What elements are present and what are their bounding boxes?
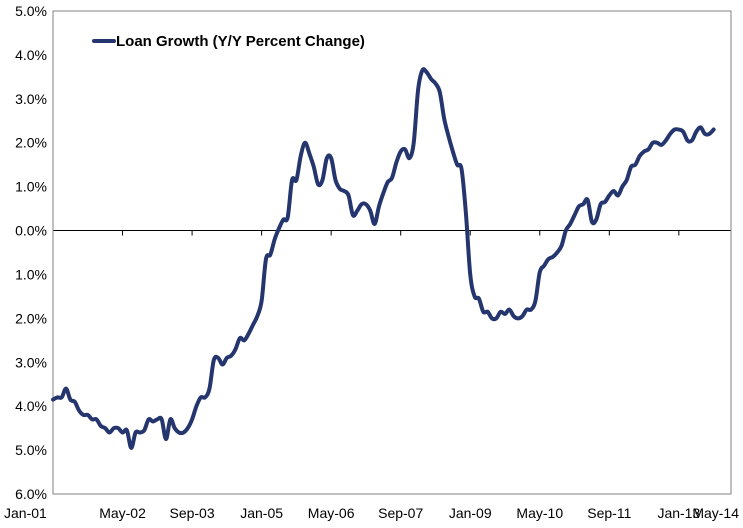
y-tick-label: 0.0% xyxy=(15,223,47,239)
x-tick-label: May-14 xyxy=(692,505,739,521)
legend: Loan Growth (Y/Y Percent Change) xyxy=(92,33,365,50)
legend-label: Loan Growth (Y/Y Percent Change) xyxy=(116,33,365,50)
y-tick-label: 2.0% xyxy=(15,310,47,326)
x-tick-label: Sep-03 xyxy=(169,505,214,521)
y-tick-label: 5.0% xyxy=(15,442,47,458)
x-tick-label: Jan-05 xyxy=(240,505,283,521)
y-tick-label: 3.0% xyxy=(15,354,47,370)
y-tick-label: 4.0% xyxy=(15,398,47,414)
x-tick-label: Jan-01 xyxy=(4,505,47,521)
x-tick-label: Sep-11 xyxy=(587,505,631,521)
y-tick-label: 4.0% xyxy=(15,47,47,63)
y-tick-label: 1.0% xyxy=(15,266,47,282)
y-tick-label: 6.0% xyxy=(15,486,47,502)
y-tick-label: 5.0% xyxy=(15,3,47,19)
x-tick-label: May-06 xyxy=(308,505,355,521)
x-axis-tick-marks xyxy=(52,230,680,236)
y-tick-label: 1.0% xyxy=(15,179,47,195)
x-axis-tick-labels: Jan-01 May-02 Sep-03 Jan-05 May-06 Sep-07 Jan-… xyxy=(4,505,739,521)
x-tick-label: Jan-13 xyxy=(657,505,700,521)
x-tick-label: Sep-07 xyxy=(378,505,423,521)
plot-area-frame xyxy=(52,10,732,495)
x-tick-label: May-02 xyxy=(99,505,146,521)
loan-growth-line xyxy=(51,67,716,450)
y-axis-tick-labels: 5.0% 4.0% 3.0% 2.0% 1.0% 0.0% 1.0% 2.0% 3.0% 4.0%… xyxy=(15,3,47,502)
x-tick-label: May-10 xyxy=(516,505,563,521)
y-tick-label: 3.0% xyxy=(15,91,47,107)
x-tick-label: Jan-09 xyxy=(449,505,492,521)
y-tick-label: 2.0% xyxy=(15,135,47,151)
